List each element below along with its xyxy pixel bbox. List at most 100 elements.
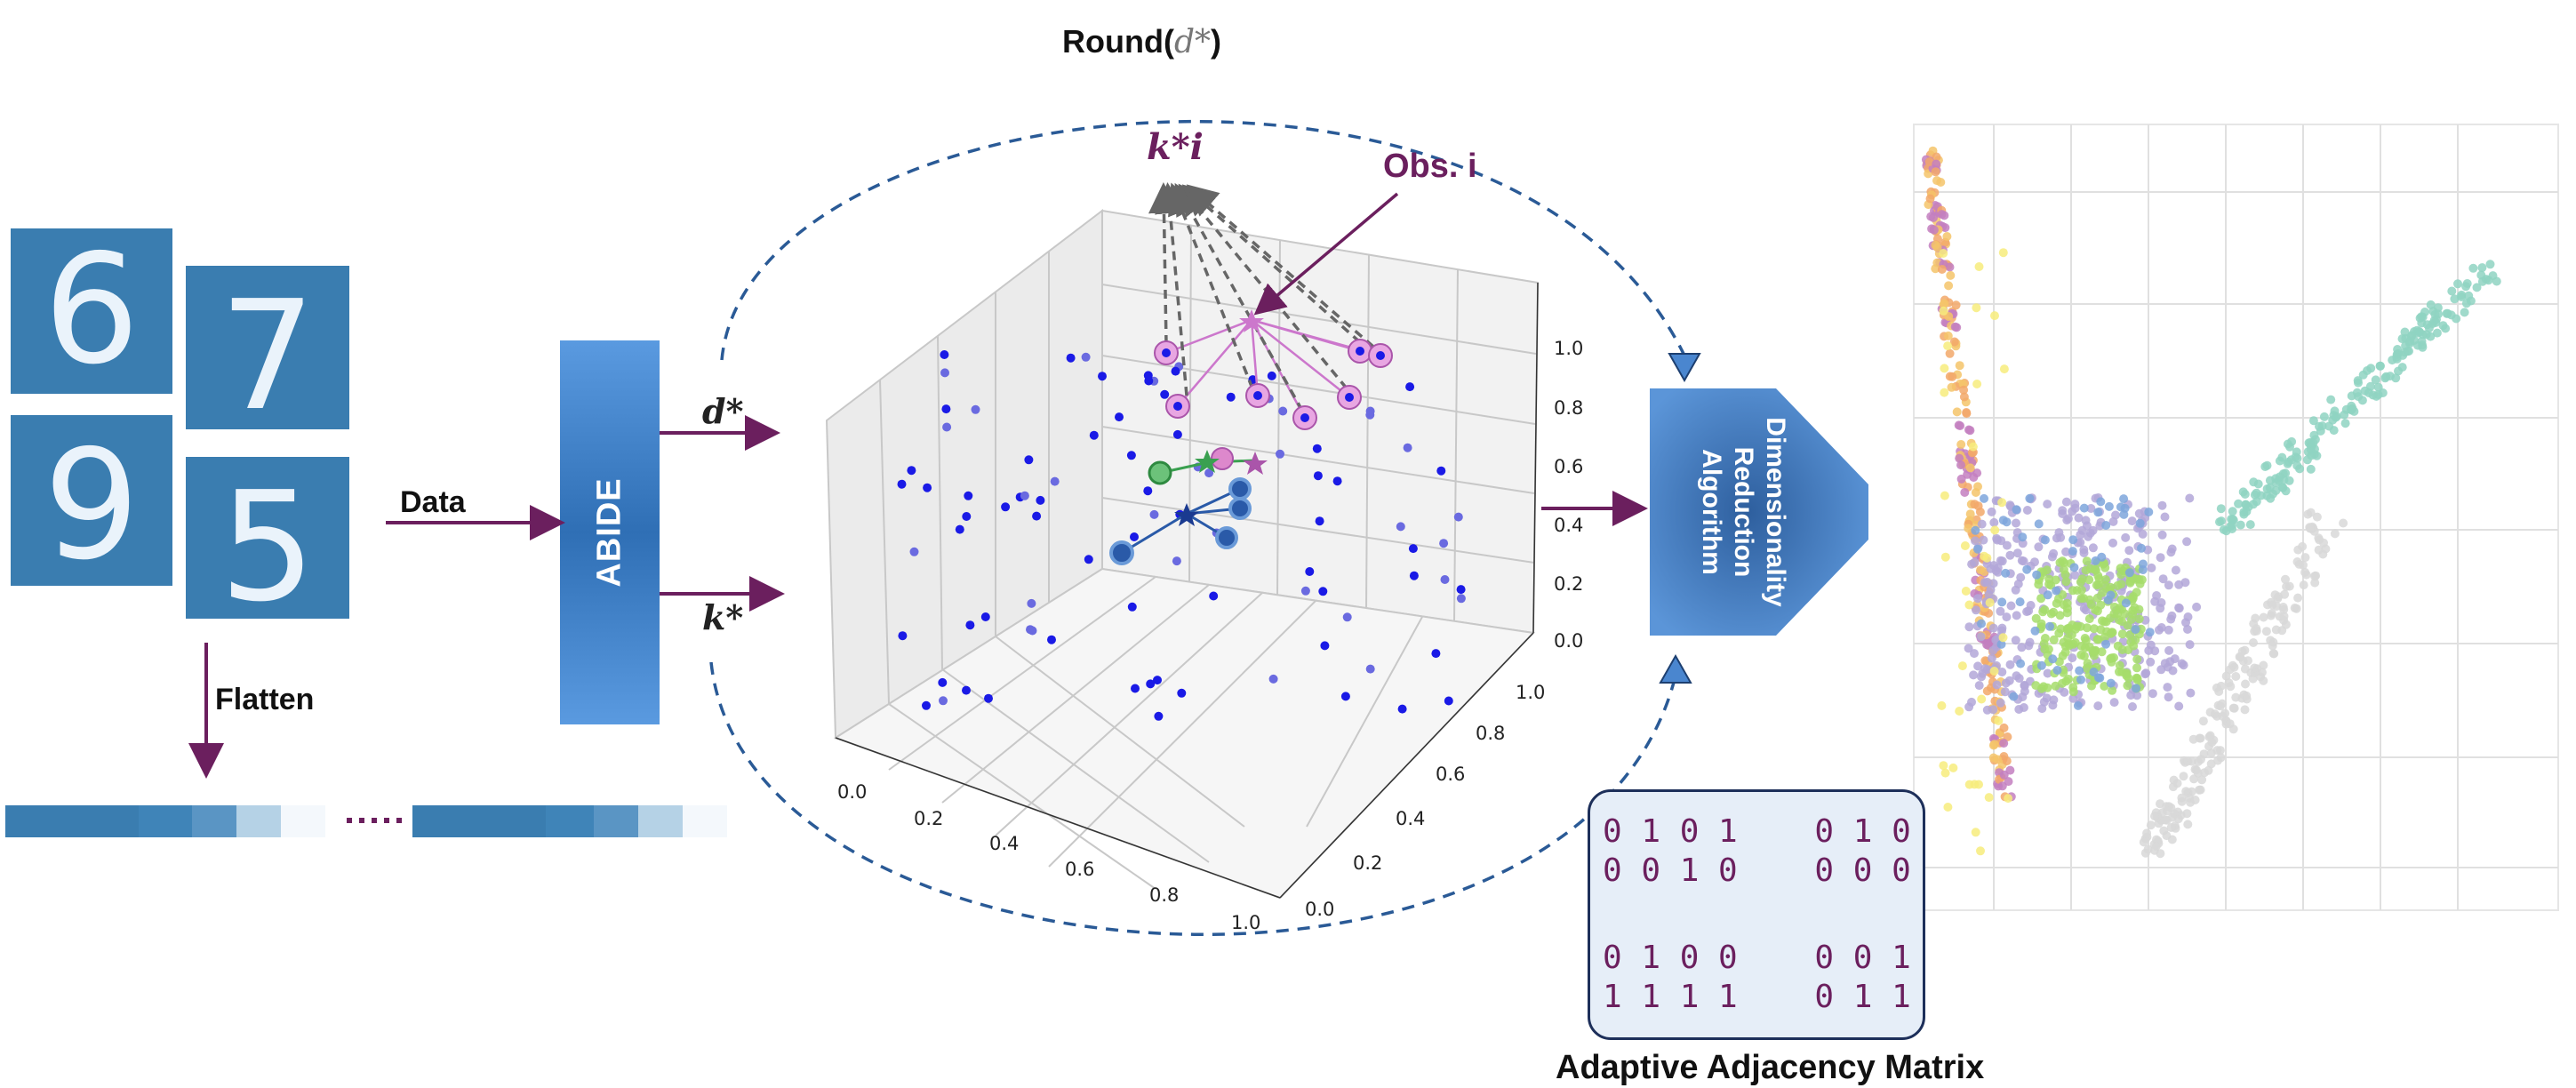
point-3d bbox=[1020, 491, 1029, 500]
point-3d bbox=[897, 479, 907, 489]
embedding-point bbox=[1948, 372, 1957, 381]
embedding-point bbox=[1970, 557, 1980, 567]
embedding-point bbox=[2048, 654, 2058, 664]
embedding-point bbox=[2257, 668, 2267, 677]
embedding-point bbox=[1996, 639, 2006, 649]
matrix-row: 0 1 0 0 0 0 1 bbox=[1603, 940, 1911, 976]
point-3d bbox=[1146, 679, 1156, 689]
round-var: d* bbox=[1173, 24, 1211, 60]
loop-arrowhead-top bbox=[1668, 353, 1701, 383]
point-3d bbox=[942, 422, 952, 432]
embedding-point bbox=[2330, 529, 2340, 539]
embedding-point bbox=[2242, 691, 2252, 700]
z-tick: 0.0 bbox=[1554, 630, 1583, 652]
point-3d bbox=[984, 693, 993, 703]
embedding-point bbox=[1946, 270, 1956, 280]
embedding-point bbox=[2236, 520, 2245, 530]
embedding-point bbox=[2070, 638, 2080, 647]
embedding-point bbox=[1937, 700, 1947, 710]
embedding-point bbox=[2160, 659, 2170, 668]
point-3d bbox=[1024, 455, 1034, 465]
embedding-point bbox=[2148, 689, 2157, 699]
embedding-point bbox=[1992, 535, 2002, 545]
embedding-point bbox=[2332, 412, 2341, 421]
embedding-point bbox=[1973, 482, 1982, 492]
embedding-point bbox=[2310, 435, 2320, 444]
embedding-point bbox=[1951, 300, 1961, 310]
embedding-point bbox=[1956, 474, 1966, 484]
embedding-point bbox=[1943, 341, 1953, 351]
embedding-point bbox=[1970, 649, 1979, 659]
embedding-point bbox=[2225, 665, 2235, 675]
embedding-point bbox=[2005, 550, 2015, 560]
embedding-point bbox=[2217, 699, 2227, 708]
point-3d bbox=[1172, 556, 1181, 566]
round-prefix: Round( bbox=[1062, 23, 1174, 60]
point-3d bbox=[1397, 704, 1407, 714]
point-3d bbox=[962, 512, 972, 521]
point-3d bbox=[1204, 468, 1214, 478]
embedding-point bbox=[2146, 820, 2156, 830]
embedding-point bbox=[2049, 635, 2059, 644]
embedding-point bbox=[1940, 491, 1949, 500]
embedding-point bbox=[2147, 563, 2156, 572]
point-3d bbox=[1209, 591, 1219, 601]
embedding-point bbox=[2446, 310, 2456, 320]
embedding-point bbox=[1992, 680, 2002, 690]
point-3d bbox=[1143, 371, 1153, 380]
embedding-point bbox=[2070, 571, 2080, 580]
embedding-point bbox=[2157, 500, 2167, 510]
embedding-point bbox=[2134, 614, 2144, 624]
embedding-point bbox=[1955, 453, 1964, 463]
embedding-point bbox=[2081, 516, 2091, 525]
embedding-point bbox=[2117, 645, 2127, 654]
embedding-point bbox=[1989, 517, 1999, 527]
x-tick-labels: 0.0 0.2 0.4 0.6 0.8 1.0 bbox=[837, 781, 1260, 933]
embedding-point bbox=[1996, 698, 2005, 708]
embedding-point bbox=[2283, 459, 2292, 468]
point-3d bbox=[1050, 476, 1060, 486]
embedding-point bbox=[2310, 578, 2320, 588]
embedding-point bbox=[1956, 440, 1966, 449]
z-tick: 0.2 bbox=[1554, 573, 1583, 595]
z-tick: 0.8 bbox=[1554, 397, 1583, 419]
embedding-point bbox=[2371, 375, 2380, 385]
embedding-point bbox=[2043, 500, 2052, 509]
embedding-point bbox=[2142, 828, 2152, 838]
embedding-point bbox=[2058, 556, 2068, 566]
obs-i-arrow bbox=[1253, 192, 1399, 316]
point-3d bbox=[1444, 696, 1453, 706]
digit-6: 6 bbox=[44, 228, 140, 394]
axes-3d bbox=[825, 208, 1540, 900]
embedding-point bbox=[2012, 505, 2021, 515]
point-3d bbox=[939, 696, 948, 706]
embedding-point bbox=[2076, 650, 2086, 660]
embedding-point bbox=[2226, 682, 2236, 692]
embedding-point bbox=[2164, 645, 2174, 655]
embedding-point bbox=[2034, 519, 2044, 529]
embedding-point bbox=[2181, 787, 2191, 796]
embedding-point bbox=[2022, 607, 2032, 617]
embedding-point bbox=[2308, 416, 2318, 426]
embedding-point bbox=[1973, 501, 1983, 511]
embedding-point bbox=[2293, 545, 2303, 555]
embedding-point bbox=[2464, 291, 2474, 300]
embedding-point bbox=[2179, 772, 2188, 781]
embedding-point bbox=[2306, 464, 2316, 474]
embedding-point bbox=[2174, 701, 2184, 711]
embedding-point bbox=[2134, 604, 2144, 614]
embedding-point bbox=[1971, 525, 1980, 535]
point-3d bbox=[1456, 585, 1466, 595]
data-label: Data bbox=[400, 485, 466, 519]
embedding-point bbox=[2319, 412, 2329, 421]
embedding-point bbox=[1965, 463, 1975, 473]
embedding-point bbox=[1977, 619, 1986, 628]
embedding-point bbox=[2321, 544, 2331, 554]
embedding-point bbox=[2234, 499, 2244, 508]
embedding-point bbox=[1940, 223, 1950, 233]
embedding-point bbox=[2368, 390, 2378, 400]
embedding-point bbox=[2259, 660, 2268, 670]
embedding-point bbox=[2075, 666, 2084, 676]
small-clusters bbox=[1109, 447, 1268, 565]
point-3d bbox=[1036, 495, 1045, 505]
